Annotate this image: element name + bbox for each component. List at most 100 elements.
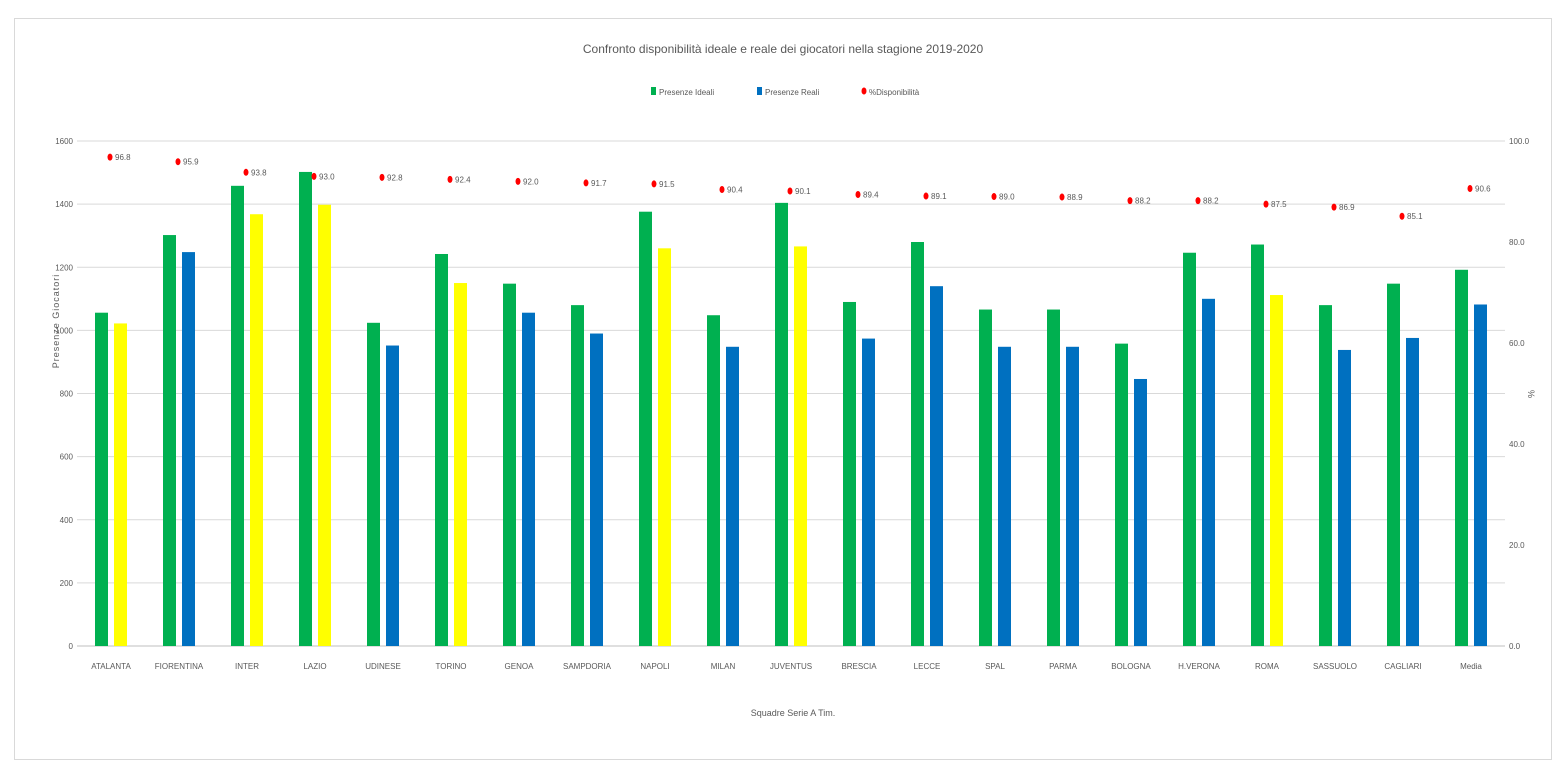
bar-presenze-ideali (1319, 305, 1332, 646)
bar-presenze-reali (454, 283, 467, 646)
availability-label: 89.1 (931, 192, 947, 201)
gridlines (77, 140, 1505, 647)
bar-presenze-reali (182, 252, 195, 646)
availability-point (923, 192, 929, 200)
y2-tick-label: 40.0 (1509, 440, 1525, 449)
bar-presenze-ideali (367, 322, 380, 646)
legend: Presenze Ideali Presenze Reali %Disponib… (651, 87, 920, 97)
legend-swatch-ideali (651, 87, 656, 95)
availability-label: 96.8 (115, 153, 131, 162)
bar-presenze-reali (1270, 295, 1283, 646)
availability-label: 90.6 (1475, 184, 1491, 193)
availability-point (243, 168, 249, 176)
bar-presenze-reali (114, 323, 127, 646)
y2-tick-label: 60.0 (1509, 339, 1525, 348)
x-tick-label: MILAN (711, 662, 736, 671)
y-tick-label: 600 (60, 453, 74, 462)
availability-point (1127, 197, 1133, 205)
availability-label: 92.8 (387, 173, 403, 182)
y-tick-label: 0 (69, 642, 74, 651)
bar-presenze-reali (1474, 304, 1487, 646)
bar-presenze-ideali (435, 253, 448, 646)
bar-presenze-ideali (1387, 283, 1400, 646)
availability-label: 88.9 (1067, 193, 1083, 202)
availability-point (787, 187, 793, 195)
bar-presenze-reali (794, 246, 807, 646)
availability-point (651, 180, 657, 188)
availability-label: 90.4 (727, 185, 743, 194)
x-tick-label: BOLOGNA (1111, 662, 1151, 671)
x-tick-label: ROMA (1255, 662, 1280, 671)
y-tick-label: 1200 (55, 263, 73, 272)
availability-point (583, 179, 589, 187)
availability-point (855, 191, 861, 199)
bar-presenze-reali (250, 214, 263, 646)
bar-presenze-reali (1134, 378, 1147, 646)
y-tick-label: 1400 (55, 200, 73, 209)
availability-point (379, 173, 385, 181)
x-tick-label: TORINO (436, 662, 467, 671)
bar-presenze-reali (726, 346, 739, 646)
availability-point (1195, 197, 1201, 205)
bar-presenze-reali (590, 333, 603, 646)
availability-label: 92.0 (523, 177, 539, 186)
x-tick-label: LAZIO (303, 662, 326, 671)
y-tick-label: 200 (60, 579, 74, 588)
chart-svg: Confronto disponibilità ideale e reale d… (51, 42, 1536, 718)
y-tick-label: 1600 (55, 137, 73, 146)
availability-point (1263, 200, 1269, 208)
legend-label-disponibilita: %Disponibilità (869, 88, 920, 97)
x-tick-label: INTER (235, 662, 259, 671)
availability-label: 93.0 (319, 172, 335, 181)
bar-presenze-reali (1338, 349, 1351, 646)
x-tick-label: SAMPDORIA (563, 662, 612, 671)
bar-presenze-reali (1066, 346, 1079, 646)
x-tick-label: BRESCIA (841, 662, 877, 671)
bar-presenze-ideali (1047, 309, 1060, 646)
availability-point (175, 158, 181, 166)
availability-label: 88.2 (1135, 197, 1151, 206)
y-axis-ticks: 0 200 400 600 800 1000 1200 1400 1600 (55, 137, 73, 651)
availability-point (1059, 193, 1065, 201)
availability-point (515, 177, 521, 185)
bar-presenze-ideali (707, 315, 720, 646)
availability-point (991, 193, 997, 201)
bar-presenze-ideali (979, 309, 992, 646)
availability-point (311, 172, 317, 180)
y2-tick-label: 20.0 (1509, 541, 1525, 550)
y-tick-label: 800 (60, 390, 74, 399)
bar-presenze-ideali (299, 171, 312, 646)
bar-presenze-ideali (1455, 269, 1468, 646)
x-tick-label: JUVENTUS (770, 662, 812, 671)
x-tick-label: CAGLIARI (1384, 662, 1421, 671)
availability-label: 86.9 (1339, 203, 1355, 212)
availability-point (719, 185, 725, 193)
bar-presenze-reali (862, 338, 875, 646)
availability-point (1467, 184, 1473, 192)
bar-presenze-ideali (639, 211, 652, 646)
availability-label: 90.1 (795, 187, 811, 196)
availability-label: 89.4 (863, 191, 879, 200)
bar-presenze-reali (998, 346, 1011, 646)
y-tick-label: 1000 (55, 326, 73, 335)
x-tick-label: SASSUOLO (1313, 662, 1357, 671)
availability-label: 91.5 (659, 180, 675, 189)
x-tick-label: H.VERONA (1178, 662, 1220, 671)
bar-presenze-ideali (1183, 252, 1196, 646)
bar-presenze-reali (522, 312, 535, 646)
availability-label: 93.8 (251, 168, 267, 177)
bar-presenze-reali (1202, 298, 1215, 646)
bar-presenze-ideali (231, 185, 244, 646)
bar-presenze-reali (658, 248, 671, 646)
y2-axis-title: % (1526, 390, 1536, 398)
availability-point (1399, 212, 1405, 220)
x-tick-label: Media (1460, 662, 1482, 671)
legend-label-ideali: Presenze Ideali (659, 88, 714, 97)
bar-presenze-ideali (1115, 343, 1128, 646)
bar-presenze-reali (318, 204, 331, 646)
x-axis-title: Squadre Serie A Tim. (751, 708, 836, 718)
bar-presenze-reali (930, 286, 943, 646)
legend-swatch-reali (757, 87, 762, 95)
y2-tick-label: 100.0 (1509, 137, 1530, 146)
y2-axis-ticks: 0.0 20.0 40.0 60.0 80.0 100.0 (1509, 137, 1530, 651)
